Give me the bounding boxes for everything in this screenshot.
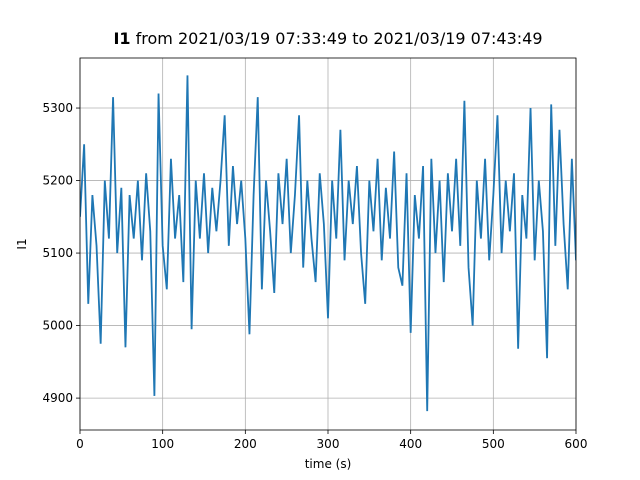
y-axis-label: I1: [15, 238, 29, 249]
title-bold: I1: [113, 29, 130, 48]
title-rest: from 2021/03/19 07:33:49 to 2021/03/19 0…: [136, 29, 543, 48]
chart-title: I1 from 2021/03/19 07:33:49 to 2021/03/1…: [113, 29, 542, 48]
x-tick-label: 300: [317, 437, 340, 451]
x-tick-label: 100: [151, 437, 174, 451]
y-tick-label: 5000: [42, 319, 73, 333]
y-tick-label: 5100: [42, 246, 73, 260]
plot-frame: [79, 57, 577, 431]
y-tick-label: 5300: [42, 101, 73, 115]
x-tick-label: 0: [76, 437, 84, 451]
y-tick-label: 5200: [42, 174, 73, 188]
x-tick-label: 600: [565, 437, 588, 451]
x-tick-label: 400: [399, 437, 422, 451]
x-tick-label: 500: [482, 437, 505, 451]
y-tick-label: 4900: [42, 391, 73, 405]
x-tick-label: 200: [234, 437, 257, 451]
x-axis-label: time (s): [305, 457, 352, 471]
data-line: [80, 75, 576, 412]
